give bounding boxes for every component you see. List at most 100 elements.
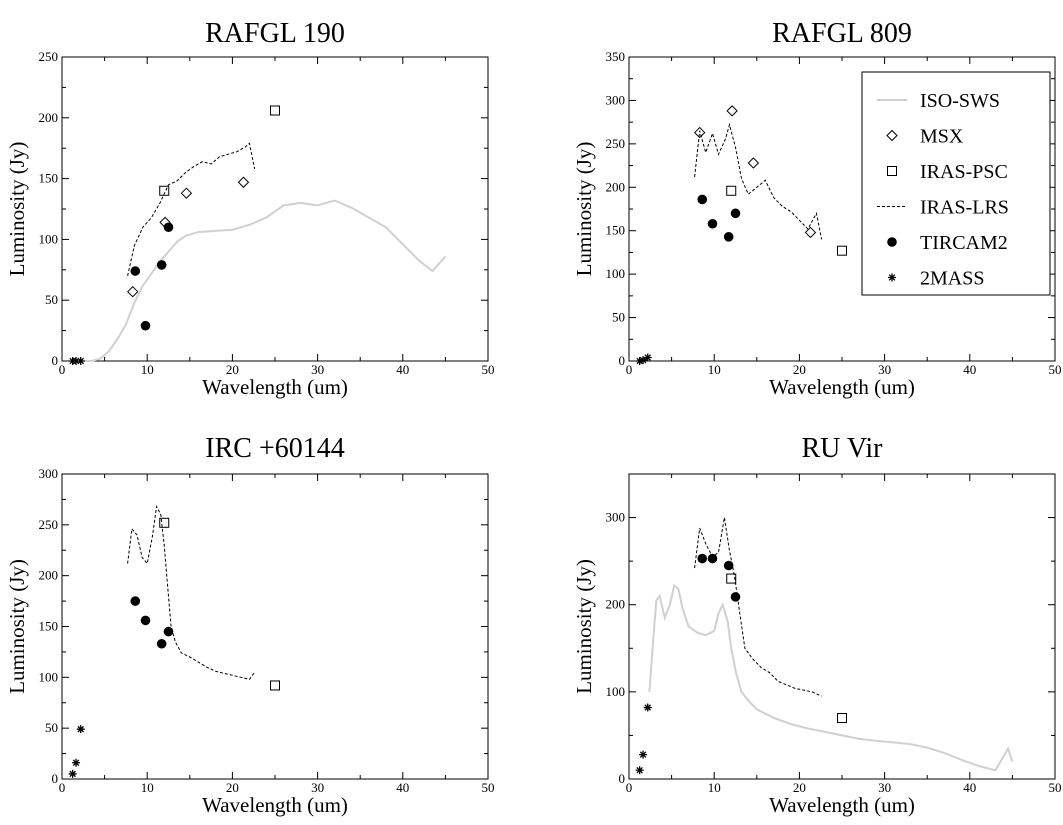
- iras-psc-point: [837, 713, 847, 723]
- y-tick-label: 0: [52, 353, 59, 368]
- x-tick-label: 0: [626, 362, 633, 377]
- msx-point: [804, 226, 817, 239]
- x-tick-label: 30: [878, 780, 891, 795]
- x-axis-label: Wavelength (um): [202, 375, 348, 399]
- iras-lrs-line: [694, 122, 823, 240]
- iras-lrs-line: [127, 142, 256, 277]
- x-tick-label: 20: [793, 780, 806, 795]
- y-tick-label: 300: [606, 510, 626, 525]
- tircam2-point: [156, 260, 167, 270]
- x-tick-label: 10: [141, 362, 154, 377]
- tircam2-point: [140, 615, 151, 626]
- 2mass-point: [639, 356, 648, 365]
- x-tick-label: 50: [482, 362, 495, 377]
- 2mass-point: [68, 769, 77, 778]
- y-axis-label: Luminosity (Jy): [5, 559, 29, 694]
- plot-frame: [61, 56, 489, 362]
- x-tick-label: 40: [963, 362, 976, 377]
- tircam2-point: [130, 596, 141, 606]
- y-tick-label: 350: [606, 49, 626, 64]
- y-tick-label: 100: [606, 684, 626, 699]
- x-tick-label: 40: [396, 362, 409, 377]
- x-tick-label: 30: [311, 780, 324, 795]
- y-tick-label: 50: [45, 720, 58, 735]
- tircam2-point: [163, 222, 174, 233]
- msx-point: [726, 105, 738, 117]
- panel-3: IRC +60144 0 10 20 30 40 50 0 50 100 150 200 250 300 W…: [5, 433, 495, 817]
- legend-label: MSX: [920, 126, 964, 148]
- tircam2-point: [697, 194, 708, 205]
- x-tick-label: 10: [708, 780, 721, 795]
- y-tick-label: 100: [39, 669, 59, 684]
- legend-label: IRAS-PSC: [920, 161, 1008, 183]
- chart-title: RU Vir: [801, 433, 883, 464]
- 2mass-point: [72, 758, 81, 767]
- x-tick-label: 10: [141, 780, 154, 795]
- x-tick-label: 0: [626, 780, 633, 795]
- plot-frame: [628, 473, 1056, 780]
- 2mass-point: [643, 703, 652, 712]
- msx-point: [127, 285, 139, 298]
- y-tick-label: 50: [612, 310, 625, 325]
- x-tick-label: 50: [482, 780, 495, 795]
- iras-psc-point: [270, 105, 280, 116]
- x-axis-label: Wavelength (um): [202, 793, 348, 817]
- panel-4: RU Vir 0 10 20 30 40 50 0 100 200 300 Wavelength (u…: [572, 433, 1062, 817]
- iras-lrs-line: [694, 517, 822, 697]
- y-tick-label: 250: [606, 136, 626, 151]
- tircam2-point: [130, 266, 141, 276]
- 2mass-point: [643, 353, 652, 362]
- y-tick-label: 200: [39, 110, 59, 125]
- iras-psc-point: [159, 185, 170, 196]
- y-tick-label: 250: [39, 49, 59, 64]
- y-tick-label: 150: [39, 619, 59, 634]
- msx-point: [237, 176, 250, 188]
- chart-title: RAFGL 190: [205, 18, 345, 49]
- x-tick-label: 20: [226, 780, 239, 795]
- y-tick-label: 150: [39, 171, 59, 186]
- iso-sws-line: [648, 583, 1014, 772]
- iras-psc-point: [159, 517, 170, 528]
- 2mass-point: [635, 766, 644, 775]
- tircam2-point: [723, 231, 734, 242]
- x-tick-label: 30: [878, 362, 891, 377]
- y-axis-label: Luminosity (Jy): [572, 559, 596, 694]
- x-tick-label: 40: [963, 780, 976, 795]
- legend-swatch: [886, 129, 898, 142]
- tircam2-point: [156, 638, 167, 649]
- legend-box: [861, 71, 1051, 296]
- x-tick-label: 40: [396, 780, 409, 795]
- y-tick-label: 200: [606, 597, 626, 612]
- iras-lrs-line: [127, 504, 256, 680]
- tircam2-point: [730, 592, 741, 602]
- chart-title: RAFGL 809: [772, 18, 912, 49]
- iso-sws-line: [82, 199, 447, 362]
- legend-swatch: [888, 273, 896, 282]
- y-tick-label: 300: [606, 92, 626, 107]
- tircam2-point: [140, 320, 151, 331]
- tircam2-point: [697, 553, 708, 564]
- legend-label: TIRCAM2: [920, 232, 1008, 254]
- panel-1: RAFGL 190 0 10 20 30 40 50 0 50 100 150 200 250 Wavel…: [5, 18, 495, 399]
- x-axis-label: Wavelength (um): [769, 375, 915, 399]
- x-tick-label: 50: [1049, 362, 1062, 377]
- msx-point: [180, 187, 193, 199]
- x-tick-label: 0: [59, 780, 66, 795]
- 2mass-point: [76, 357, 85, 365]
- legend-swatch: [887, 166, 897, 176]
- x-tick-label: 10: [708, 362, 721, 377]
- tircam2-point: [707, 553, 718, 564]
- y-tick-label: 0: [52, 771, 59, 786]
- 2mass-point: [635, 357, 644, 365]
- iras-psc-point: [270, 680, 280, 691]
- msx-point: [694, 126, 706, 139]
- y-tick-label: 150: [606, 223, 626, 238]
- iras-psc-point: [837, 245, 847, 256]
- x-tick-label: 50: [1049, 780, 1062, 795]
- panel-2: RAFGL 809 0 10 20 30 40 50 0 50 100 150 200 250 300 35…: [572, 18, 1062, 399]
- legend-label: IRAS-LRS: [920, 197, 1009, 219]
- legend-label: ISO-SWS: [920, 90, 1000, 112]
- tircam2-point: [723, 560, 734, 571]
- y-axis-label: Luminosity (Jy): [5, 142, 29, 277]
- y-tick-label: 200: [606, 179, 626, 194]
